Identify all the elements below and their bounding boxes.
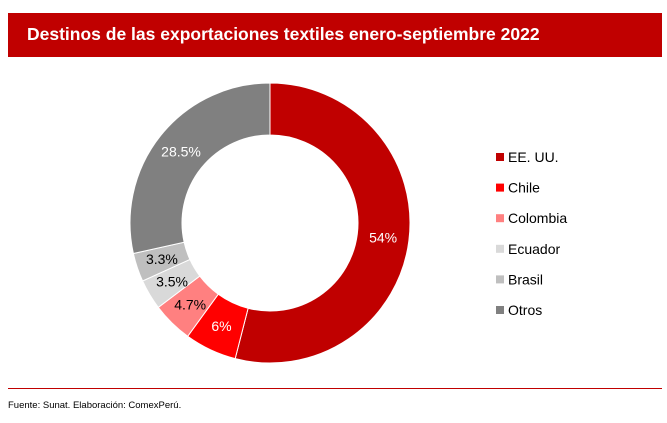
- legend-swatch-colombia: [496, 214, 504, 223]
- data-label-ee-uu: 54%: [369, 229, 397, 245]
- legend-swatch-brasil: [496, 275, 504, 284]
- data-label-brasil: 3.3%: [146, 251, 178, 267]
- legend-swatch-otros: [496, 306, 504, 314]
- data-label-colombia: 4.7%: [174, 296, 206, 312]
- data-label-otros: 28.5%: [161, 144, 201, 160]
- slice-ee-uu: [234, 82, 411, 364]
- legend-label-ee-uu: EE. UU.: [508, 149, 559, 165]
- chart-title-bar: Destinos de las exportaciones textiles e…: [8, 13, 662, 57]
- chart-title: Destinos de las exportaciones textiles e…: [27, 24, 540, 44]
- legend-label-otros: Otros: [508, 302, 542, 318]
- footer-divider: [8, 388, 662, 389]
- legend-swatch-ecuador: [496, 244, 504, 253]
- data-label-chile: 6%: [211, 318, 231, 334]
- legend-label-ecuador: Ecuador: [508, 241, 560, 257]
- source-note: Fuente: Sunat. Elaboración: ComexPerú.: [8, 400, 182, 411]
- legend-label-colombia: Colombia: [508, 210, 567, 226]
- data-label-ecuador: 3.5%: [156, 273, 188, 289]
- legend-label-chile: Chile: [508, 180, 540, 196]
- legend-swatch-ee-uu: [496, 153, 504, 161]
- slice-otros: [129, 82, 271, 255]
- legend-swatch-chile: [496, 183, 504, 192]
- legend-label-brasil: Brasil: [508, 271, 543, 287]
